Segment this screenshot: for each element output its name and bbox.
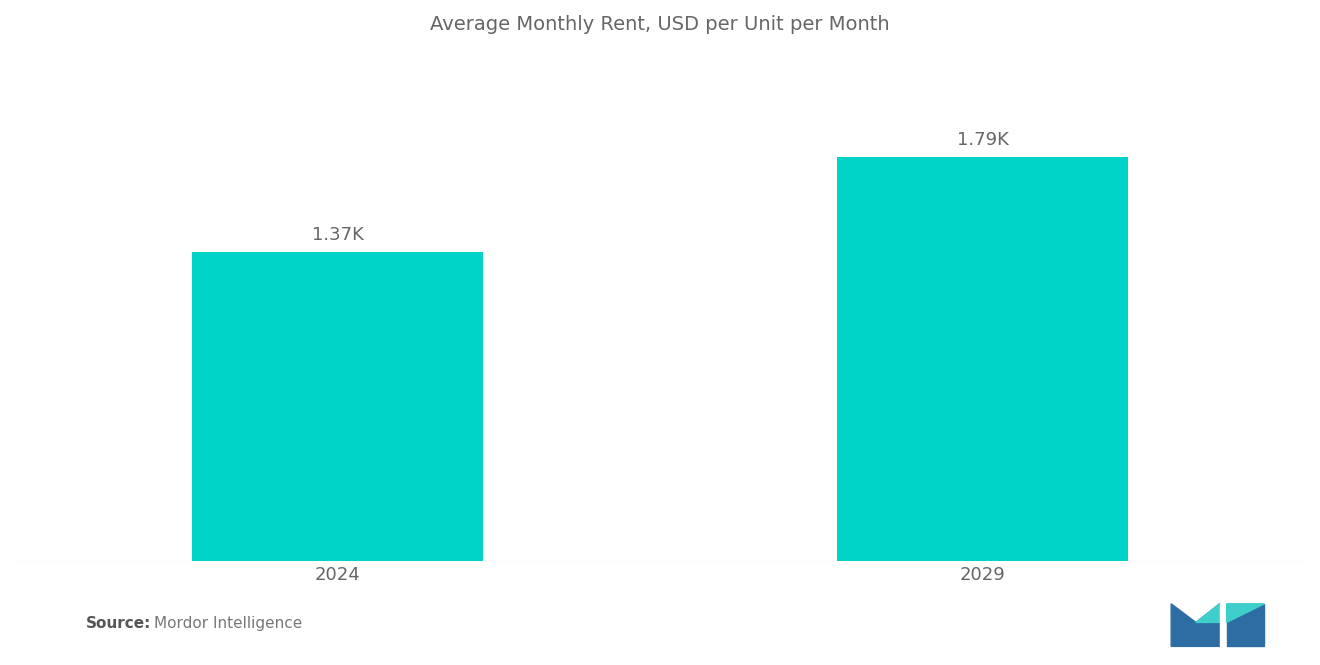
Polygon shape xyxy=(1226,604,1265,646)
Polygon shape xyxy=(1171,604,1220,646)
Text: Mordor Intelligence: Mordor Intelligence xyxy=(154,616,302,632)
Polygon shape xyxy=(1220,604,1226,646)
Bar xyxy=(837,157,1127,561)
Polygon shape xyxy=(1196,604,1220,622)
Polygon shape xyxy=(1226,604,1265,622)
Title: Average Monthly Rent, USD per Unit per Month: Average Monthly Rent, USD per Unit per M… xyxy=(430,15,890,34)
Text: 1.79K: 1.79K xyxy=(957,131,1008,149)
Bar xyxy=(193,252,483,561)
Text: Source:: Source: xyxy=(86,616,152,632)
Text: 1.37K: 1.37K xyxy=(312,226,363,244)
